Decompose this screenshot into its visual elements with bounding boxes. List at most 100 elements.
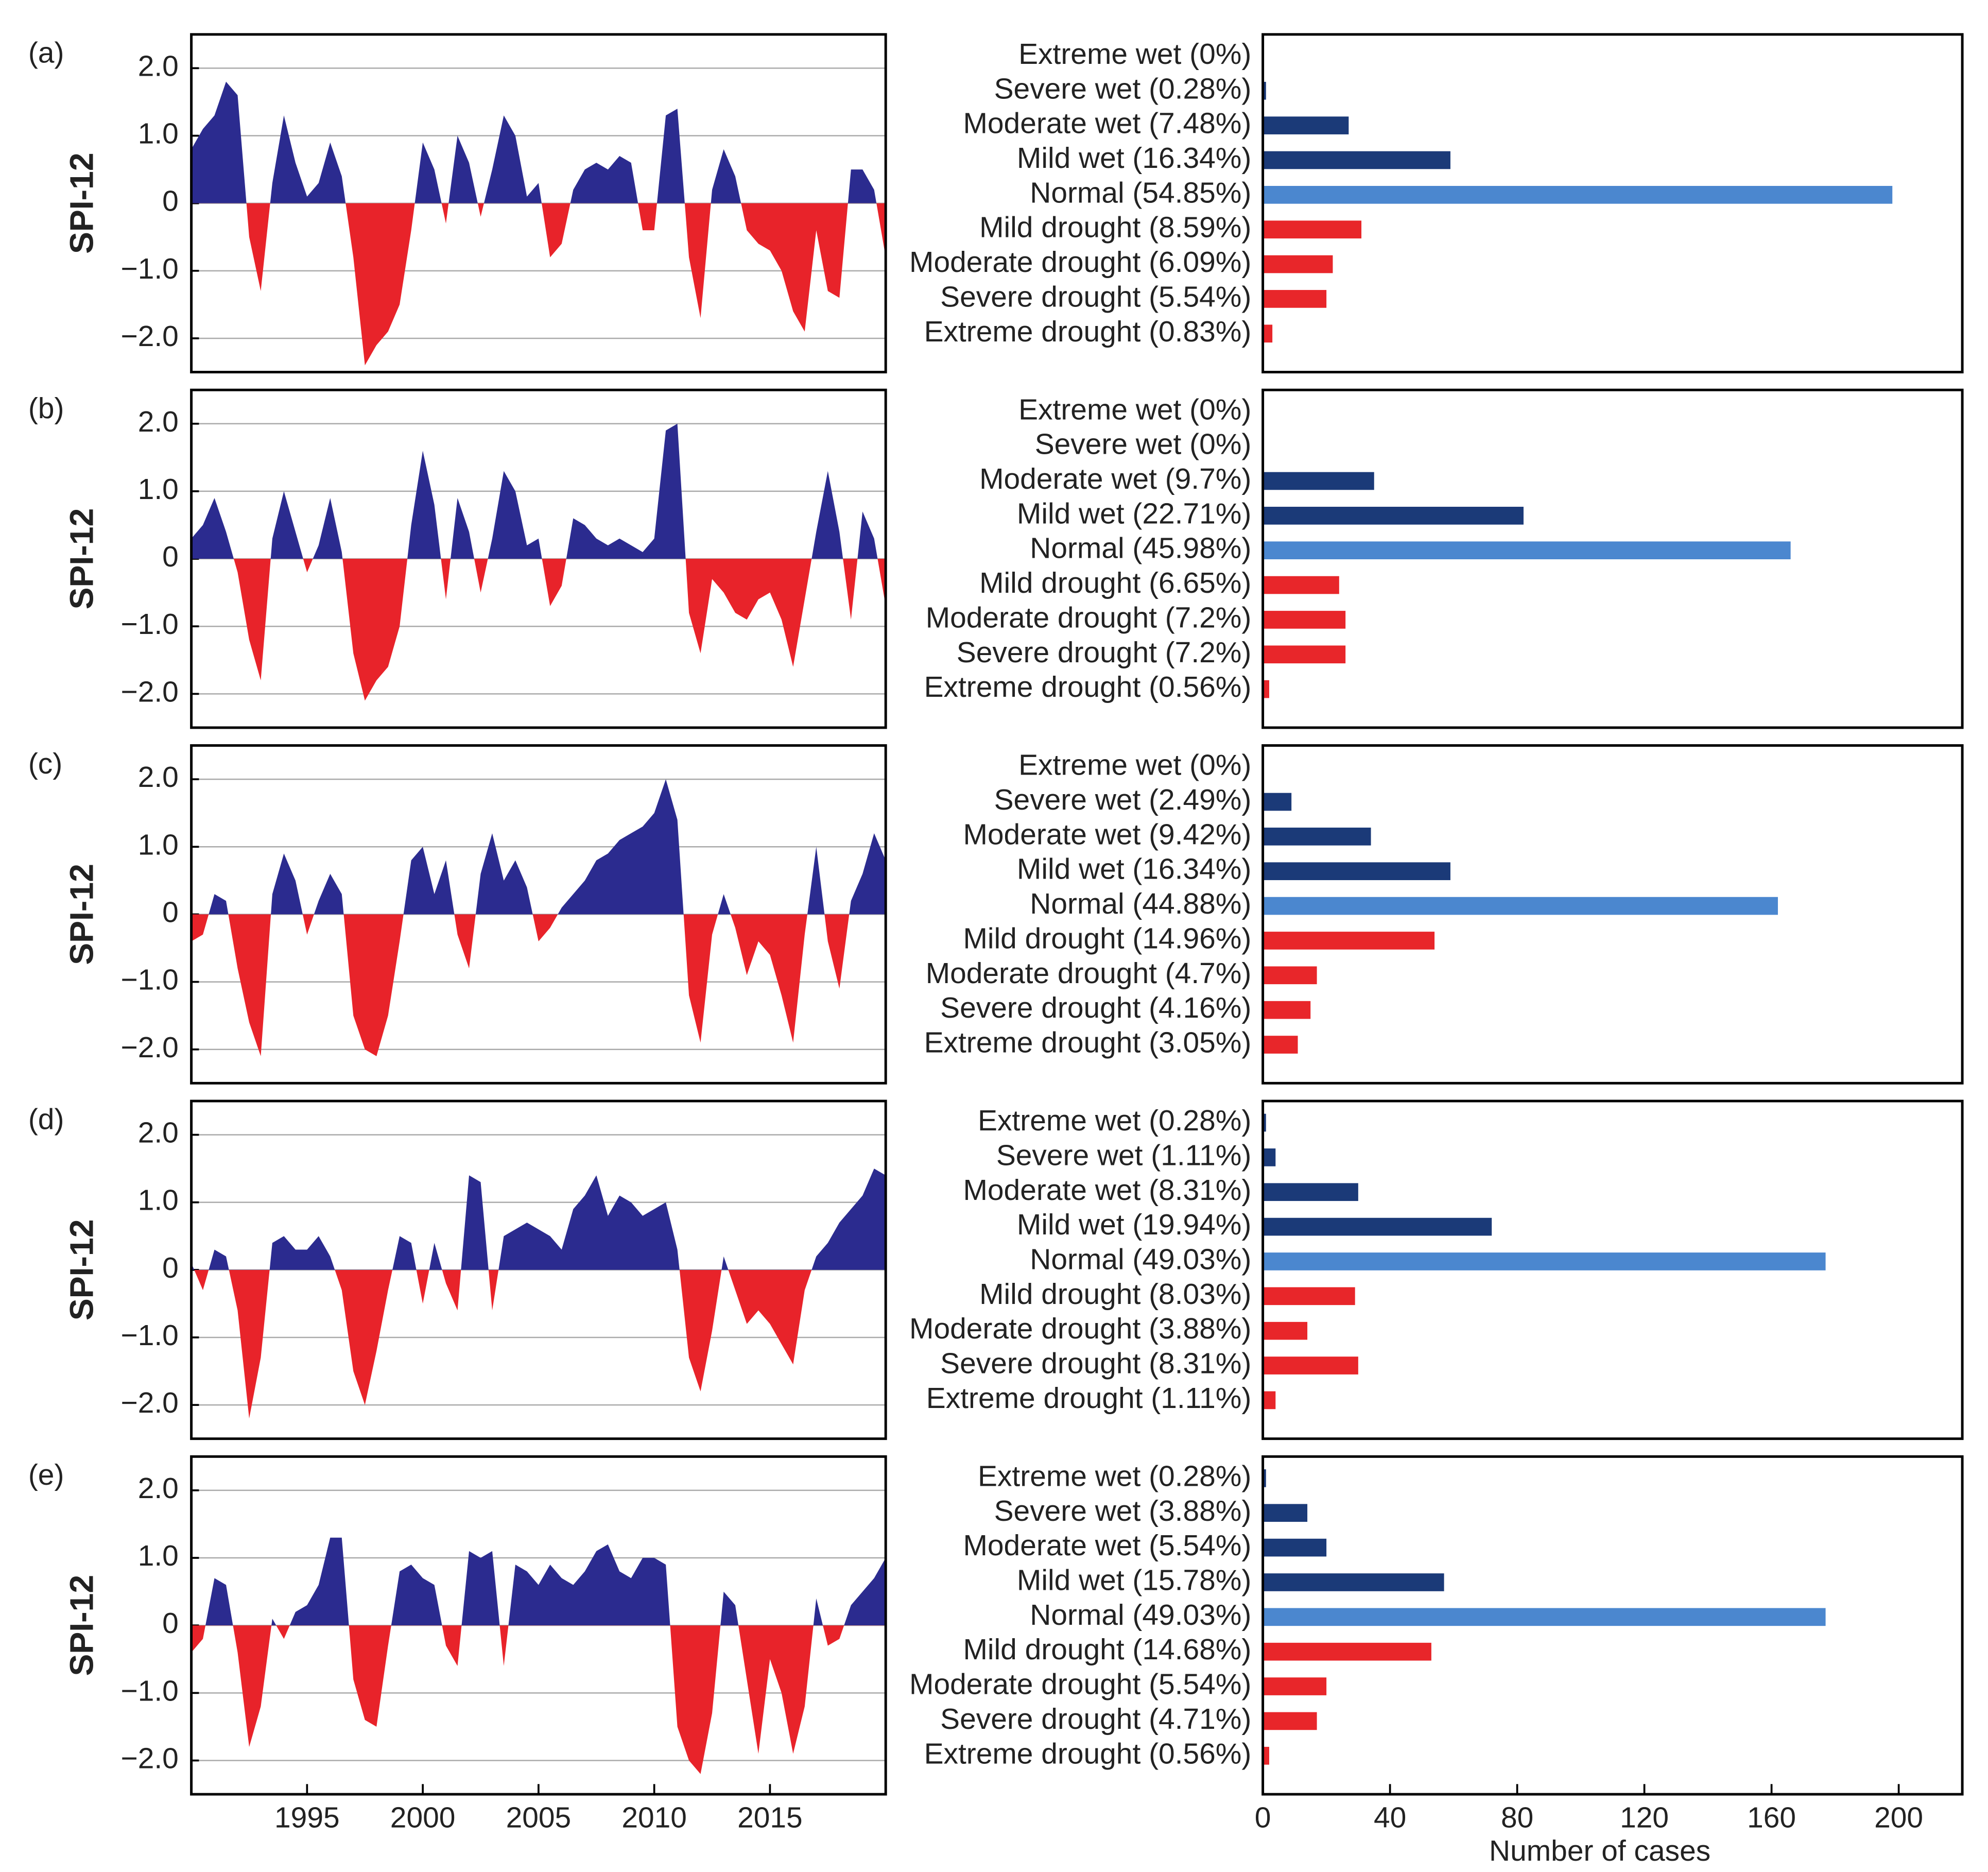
category-label: Extreme drought (0.56%) — [924, 1737, 1252, 1770]
category-label: Extreme drought (3.05%) — [924, 1026, 1252, 1059]
category-label: Normal (49.03%) — [1030, 1243, 1251, 1276]
category-label: Moderate drought (7.2%) — [926, 601, 1252, 634]
bar — [1263, 151, 1450, 169]
y-tick-label: −1.0 — [120, 608, 178, 641]
y-tick-label: 1.0 — [138, 828, 179, 861]
category-label: Mild drought (14.68%) — [963, 1633, 1251, 1666]
category-label: Extreme wet (0.28%) — [978, 1459, 1251, 1492]
y-tick-label: −1.0 — [120, 252, 178, 285]
category-label: Moderate wet (8.31%) — [963, 1174, 1251, 1207]
spi-area — [191, 779, 886, 1056]
x-tick-label: 2015 — [737, 1801, 803, 1834]
plot-frame — [190, 1455, 887, 1796]
x-tick-label: 2010 — [621, 1801, 687, 1834]
category-label: Mild wet (15.78%) — [1017, 1564, 1251, 1597]
bar — [1263, 793, 1292, 811]
x-tick-label: 200 — [1874, 1801, 1923, 1834]
y-tick-label: −2.0 — [120, 320, 178, 353]
y-tick-label: 2.0 — [138, 1472, 179, 1505]
y-tick-label: −1.0 — [120, 1319, 178, 1352]
bar — [1263, 828, 1371, 846]
x-tick-label: 2000 — [390, 1801, 456, 1834]
y-tick-label: 1.0 — [138, 473, 179, 506]
category-label: Extreme drought (1.11%) — [926, 1382, 1252, 1415]
plot-frame — [1261, 388, 1964, 729]
bar — [1263, 1746, 1269, 1765]
y-axis-label: SPI-12 — [63, 508, 100, 610]
y-axis-label: SPI-12 — [63, 1575, 100, 1676]
category-label: Moderate wet (7.48%) — [963, 107, 1251, 140]
category-label: Severe drought (4.16%) — [940, 991, 1251, 1024]
category-label: Mild drought (6.65%) — [979, 566, 1251, 599]
y-tick-label: 0 — [162, 1251, 179, 1284]
bar — [1263, 1148, 1276, 1166]
x-tick-label: 160 — [1747, 1801, 1796, 1834]
bar — [1263, 611, 1346, 629]
spi-area — [191, 1169, 886, 1419]
plot-frame — [190, 1100, 887, 1440]
y-tick-label: 2.0 — [138, 1117, 179, 1149]
y-tick-label: 2.0 — [138, 49, 179, 82]
y-tick-label: −2.0 — [120, 1031, 178, 1064]
category-label: Extreme drought (0.83%) — [924, 315, 1252, 348]
bar — [1263, 290, 1327, 308]
x-tick-label: 0 — [1255, 1801, 1271, 1834]
category-label: Mild wet (22.71%) — [1017, 497, 1251, 530]
category-label: Severe wet (2.49%) — [994, 783, 1252, 816]
plot-frame — [1261, 1100, 1964, 1440]
y-tick-label: 0 — [162, 1607, 179, 1640]
bar — [1263, 185, 1893, 204]
plot-frame — [190, 33, 887, 374]
bar — [1263, 472, 1374, 490]
bar — [1263, 1113, 1266, 1132]
bar — [1263, 645, 1346, 664]
y-tick-label: 0 — [162, 896, 179, 929]
category-label: Severe wet (0.28%) — [994, 72, 1252, 105]
category-label: Severe drought (4.71%) — [940, 1703, 1251, 1736]
category-label: Mild drought (14.96%) — [963, 922, 1251, 955]
y-tick-label: 2.0 — [138, 405, 179, 438]
bar — [1263, 541, 1791, 560]
bar — [1263, 1356, 1358, 1375]
panel-label: (a) — [28, 36, 64, 69]
panel-label: (e) — [28, 1458, 64, 1491]
panel-label: (c) — [28, 747, 62, 780]
category-label: Severe wet (1.11%) — [996, 1139, 1252, 1172]
bar — [1263, 1036, 1298, 1054]
spi-area — [191, 81, 886, 366]
x-axis-label: Number of cases — [1489, 1834, 1710, 1867]
bar — [1263, 1504, 1308, 1522]
bar — [1263, 932, 1435, 950]
bar — [1263, 1712, 1317, 1730]
category-label: Mild wet (16.34%) — [1017, 853, 1251, 886]
bar — [1263, 1001, 1311, 1019]
category-label: Extreme wet (0.28%) — [978, 1104, 1251, 1137]
plot-frame — [1261, 33, 1964, 374]
y-tick-label: 1.0 — [138, 1184, 179, 1217]
category-label: Mild wet (19.94%) — [1017, 1208, 1251, 1241]
y-tick-label: 0 — [162, 185, 179, 218]
y-tick-label: −1.0 — [120, 1674, 178, 1707]
x-tick-label: 2005 — [506, 1801, 572, 1834]
category-label: Mild wet (16.34%) — [1017, 142, 1251, 175]
category-label: Normal (45.98%) — [1030, 532, 1251, 565]
y-axis-label: SPI-12 — [63, 1219, 100, 1320]
bar — [1263, 680, 1269, 698]
category-label: Moderate drought (6.09%) — [909, 246, 1251, 279]
bar — [1263, 255, 1333, 273]
y-tick-label: 1.0 — [138, 1539, 179, 1572]
y-tick-label: 1.0 — [138, 117, 179, 150]
bar — [1263, 1677, 1327, 1695]
y-tick-label: 2.0 — [138, 761, 179, 794]
bar — [1263, 1538, 1327, 1557]
category-label: Extreme wet (0%) — [1018, 38, 1251, 71]
category-label: Mild drought (8.03%) — [979, 1278, 1251, 1311]
category-label: Severe wet (3.88%) — [994, 1495, 1252, 1527]
category-label: Moderate wet (5.54%) — [963, 1529, 1251, 1562]
panel-label: (b) — [28, 392, 64, 425]
bar — [1263, 1469, 1266, 1487]
y-axis-label: SPI-12 — [63, 864, 100, 965]
plot-frame — [190, 744, 887, 1085]
bar — [1263, 324, 1273, 343]
category-label: Extreme wet (0%) — [1018, 393, 1251, 426]
